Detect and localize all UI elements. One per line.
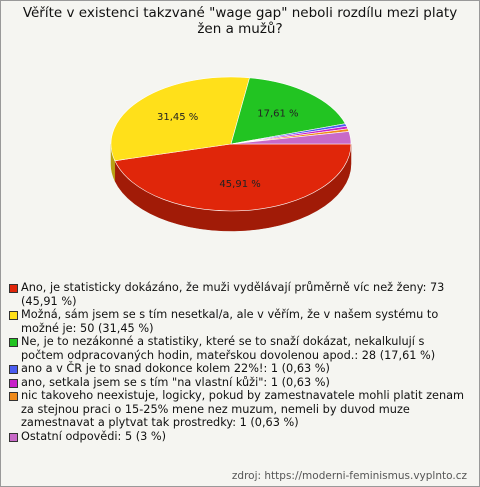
slice <box>110 76 250 162</box>
legend: Ano, je statisticky dokázáno, že muži vy… <box>9 281 469 443</box>
legend-item: ano a v ČR je to snad dokonce kolem 22%!… <box>9 362 469 376</box>
legend-label: nic takoveho neexistuje, logicky, pokud … <box>21 389 465 429</box>
legend-item: ano, setkala jsem se s tím "na vlastní k… <box>9 376 469 390</box>
legend-swatch <box>9 284 18 293</box>
slice <box>230 131 352 145</box>
legend-swatch <box>9 365 18 374</box>
legend-label: Možná, sám jsem se s tím nesetkal/a, ale… <box>21 308 439 335</box>
slice <box>114 143 352 212</box>
legend-swatch <box>9 311 18 320</box>
legend-label: ano, setkala jsem se s tím "na vlastní k… <box>21 375 330 389</box>
legend-swatch <box>9 378 18 388</box>
slice <box>230 77 346 145</box>
legend-label: Ostatní odpovědi: 5 (3 %) <box>21 429 167 443</box>
legend-label: Ano, je statisticky dokázáno, že muži vy… <box>21 281 445 308</box>
source: zdroj: https://moderni-feminismus.vyplnt… <box>231 470 467 482</box>
legend-item: Ano, je statisticky dokázáno, že muži vy… <box>9 281 469 308</box>
legend-swatch <box>9 432 18 442</box>
legend-item: Možná, sám jsem se s tím nesetkal/a, ale… <box>9 308 469 335</box>
legend-item: Ostatní odpovědi: 5 (3 %) <box>9 430 469 444</box>
legend-swatch <box>9 338 18 347</box>
legend-item: nic takoveho neexistuje, logicky, pokud … <box>9 389 469 430</box>
legend-swatch <box>9 392 18 401</box>
legend-label: Ne, je to nezákonné a statistiky, které … <box>21 335 436 362</box>
legend-item: Ne, je to nezákonné a statistiky, které … <box>9 335 469 362</box>
chart-title: Věříte v existenci takzvané "wage gap" n… <box>22 5 458 37</box>
value-label: 45,91 % <box>219 179 260 190</box>
value-label: 17,61 % <box>257 108 298 119</box>
pie-area: 45,91 % 31,45 % 17,61 % <box>110 76 352 232</box>
legend-label: ano a v ČR je to snad dokonce kolem 22%!… <box>21 362 330 375</box>
value-label: 31,45 % <box>157 112 198 123</box>
